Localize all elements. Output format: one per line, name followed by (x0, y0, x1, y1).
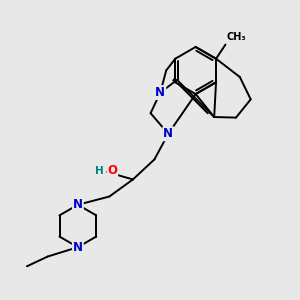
Text: N: N (155, 86, 165, 99)
Text: O: O (108, 164, 118, 177)
Text: N: N (73, 241, 83, 254)
Text: H: H (95, 166, 103, 176)
Text: N: N (73, 198, 83, 211)
Text: CH₃: CH₃ (227, 32, 247, 42)
Text: N: N (163, 127, 173, 140)
